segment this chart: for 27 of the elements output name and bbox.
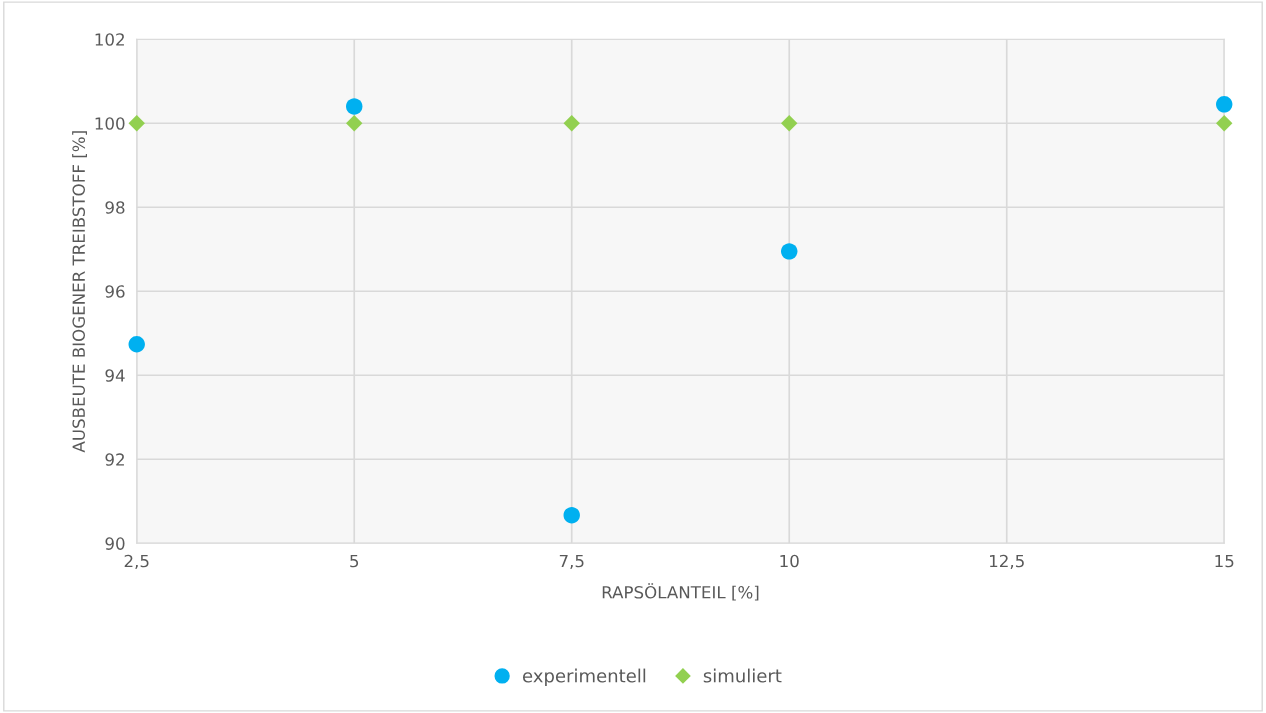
- y-tick-label: 102: [95, 33, 124, 46]
- y-axis-title: AUSBEUTE BIOGENER TREIBSTOFF [%]: [72, 131, 87, 453]
- point: [1216, 115, 1233, 132]
- y-tick-label: 94: [105, 369, 125, 382]
- point: [346, 98, 363, 115]
- y-tick-label: 98: [105, 201, 125, 214]
- point: [128, 335, 145, 353]
- point: [781, 115, 798, 132]
- point: [563, 115, 580, 132]
- legend-label: simuliert: [703, 668, 782, 683]
- point: [346, 115, 363, 132]
- y-tick-label: 90: [105, 537, 125, 550]
- x-tick-label: 2,5: [124, 554, 149, 570]
- x-tick-label: 12,5: [990, 554, 1024, 570]
- point: [1216, 96, 1233, 113]
- y-tick-label: 96: [105, 285, 125, 298]
- x-tick-label: 10: [780, 554, 799, 568]
- legend-label: experimentell: [523, 668, 646, 687]
- point: [128, 115, 145, 132]
- point: [563, 506, 580, 524]
- y-tick-label: 100: [95, 117, 125, 130]
- x-tick-label: 5: [350, 554, 359, 568]
- point: [781, 243, 798, 260]
- x-tick-label: 7,5: [559, 554, 584, 570]
- x-axis-title: RAPSÖLANTEIL [%]: [602, 583, 759, 601]
- y-tick-label: 92: [105, 453, 124, 466]
- x-tick-label: 15: [1215, 554, 1234, 568]
